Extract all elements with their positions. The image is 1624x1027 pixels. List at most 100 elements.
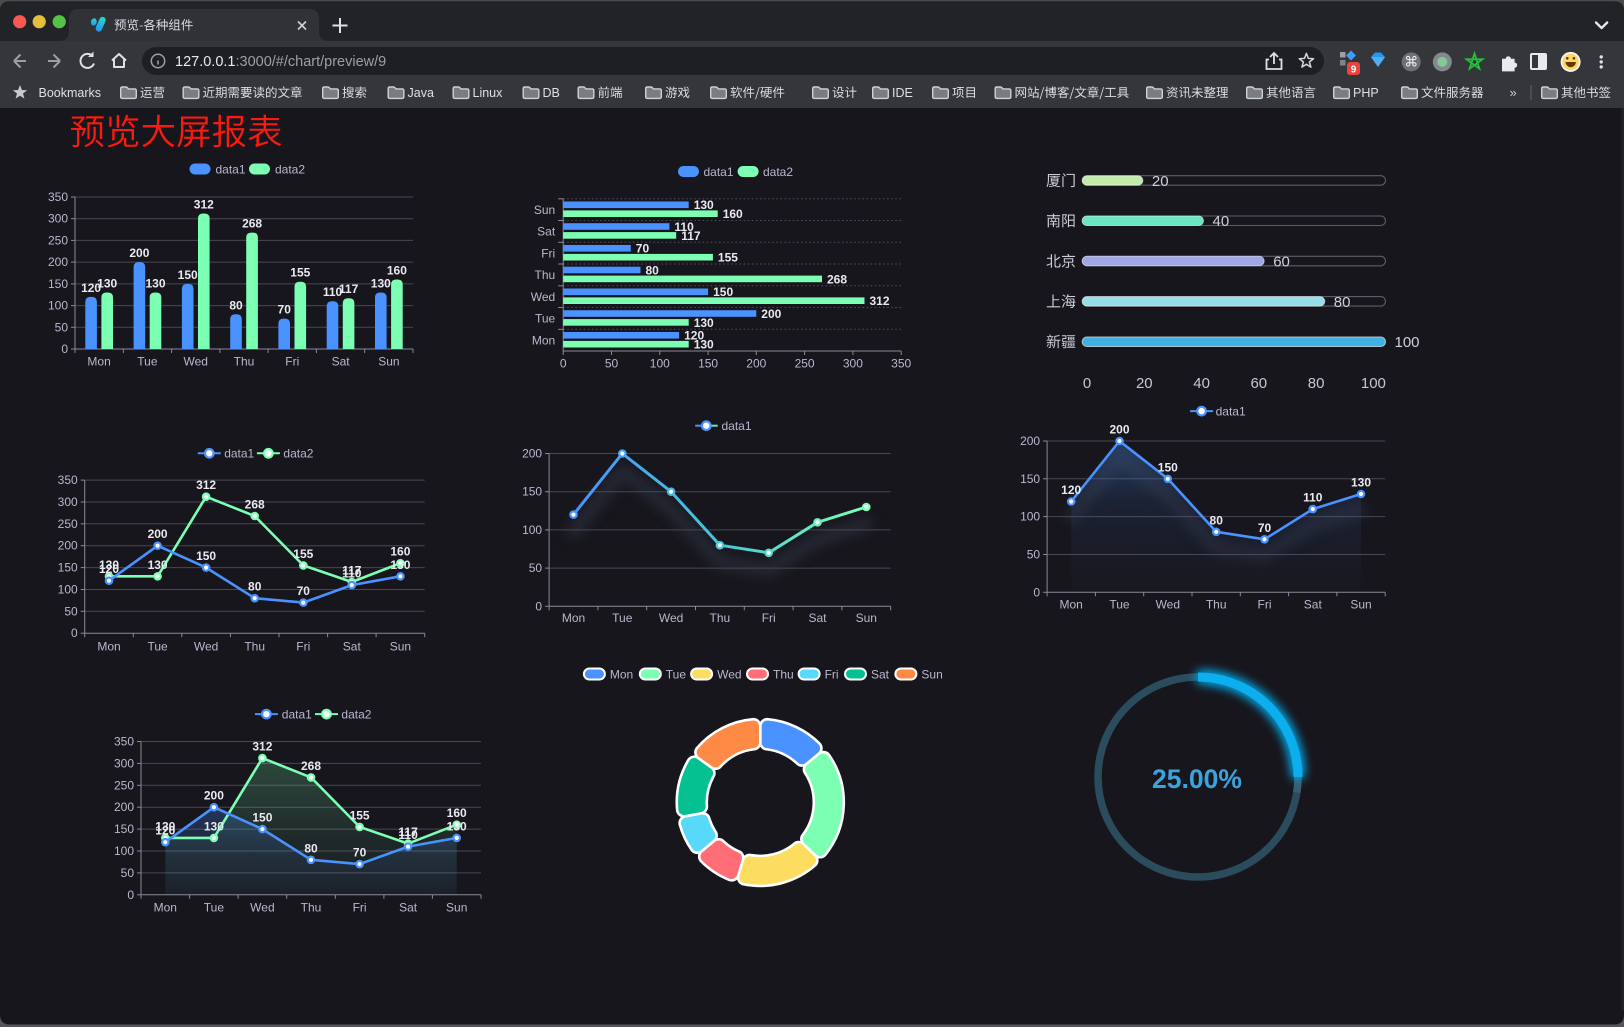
svg-text:9: 9 bbox=[1351, 65, 1357, 76]
svg-text:Mon: Mon bbox=[532, 334, 555, 348]
svg-text:Mon: Mon bbox=[87, 355, 110, 369]
svg-text:200: 200 bbox=[1020, 434, 1040, 448]
svg-text:Sun: Sun bbox=[534, 203, 555, 217]
svg-text:PHP: PHP bbox=[1353, 86, 1379, 100]
svg-text:60: 60 bbox=[1273, 254, 1290, 271]
svg-text:IDE: IDE bbox=[892, 86, 913, 100]
svg-text:Thu: Thu bbox=[1206, 598, 1227, 612]
svg-text:Wed: Wed bbox=[531, 290, 555, 304]
svg-text:0: 0 bbox=[560, 357, 567, 371]
svg-text:200: 200 bbox=[58, 539, 78, 553]
svg-text:data1: data1 bbox=[282, 707, 312, 721]
svg-text:150: 150 bbox=[713, 285, 733, 299]
svg-text:130: 130 bbox=[148, 558, 168, 572]
svg-text:70: 70 bbox=[353, 846, 367, 860]
svg-text:Thu: Thu bbox=[773, 668, 794, 682]
svg-text:117: 117 bbox=[342, 564, 362, 578]
svg-text:80: 80 bbox=[304, 841, 318, 855]
svg-text:Sun: Sun bbox=[856, 611, 877, 625]
svg-text:130: 130 bbox=[371, 277, 391, 291]
svg-text:80: 80 bbox=[1210, 513, 1224, 527]
svg-text:200: 200 bbox=[746, 357, 766, 371]
svg-text:350: 350 bbox=[114, 735, 134, 749]
svg-text:300: 300 bbox=[843, 357, 863, 371]
svg-text:268: 268 bbox=[301, 759, 321, 773]
svg-text:150: 150 bbox=[522, 485, 542, 499]
svg-text:312: 312 bbox=[194, 198, 214, 212]
svg-text:150: 150 bbox=[196, 549, 216, 563]
svg-text:117: 117 bbox=[339, 282, 359, 296]
svg-text:Mon: Mon bbox=[610, 668, 633, 682]
svg-text:130: 130 bbox=[97, 277, 117, 291]
svg-text:300: 300 bbox=[58, 495, 78, 509]
svg-text:20: 20 bbox=[1136, 375, 1153, 392]
svg-text:Tue: Tue bbox=[204, 900, 225, 914]
svg-text:70: 70 bbox=[636, 242, 650, 256]
svg-text:130: 130 bbox=[204, 819, 224, 833]
svg-text:Sun: Sun bbox=[921, 668, 942, 682]
svg-text:268: 268 bbox=[245, 498, 265, 512]
svg-text:100: 100 bbox=[114, 844, 134, 858]
svg-text:130: 130 bbox=[447, 819, 467, 833]
svg-text:data1: data1 bbox=[704, 165, 734, 179]
svg-text:120: 120 bbox=[99, 562, 119, 576]
svg-text:100: 100 bbox=[1395, 334, 1420, 351]
svg-text:117: 117 bbox=[681, 229, 701, 243]
svg-text:312: 312 bbox=[252, 740, 272, 754]
svg-text:120: 120 bbox=[81, 281, 101, 295]
svg-text:Mon: Mon bbox=[1060, 598, 1083, 612]
svg-text:100: 100 bbox=[1020, 510, 1040, 524]
svg-text:Fri: Fri bbox=[353, 900, 367, 914]
svg-text:Tue: Tue bbox=[1109, 598, 1130, 612]
svg-text:80: 80 bbox=[229, 298, 243, 312]
svg-text:Fri: Fri bbox=[762, 611, 776, 625]
svg-text:50: 50 bbox=[1027, 548, 1041, 562]
svg-text:130: 130 bbox=[694, 316, 714, 330]
svg-text:Bookmarks: Bookmarks bbox=[39, 86, 102, 100]
svg-text:100: 100 bbox=[48, 299, 68, 313]
svg-text:130: 130 bbox=[694, 198, 714, 212]
svg-text:70: 70 bbox=[1258, 521, 1272, 535]
svg-text:350: 350 bbox=[58, 473, 78, 487]
svg-text:350: 350 bbox=[48, 190, 68, 204]
svg-text:160: 160 bbox=[723, 207, 743, 221]
svg-text:300: 300 bbox=[114, 756, 134, 770]
svg-text:Wed: Wed bbox=[194, 639, 218, 653]
svg-text:312: 312 bbox=[196, 478, 216, 492]
svg-text:312: 312 bbox=[870, 294, 890, 308]
svg-text:50: 50 bbox=[121, 866, 135, 880]
svg-text:160: 160 bbox=[390, 545, 410, 559]
svg-text:70: 70 bbox=[278, 303, 292, 317]
svg-text:100: 100 bbox=[522, 523, 542, 537]
svg-text:25.00%: 25.00% bbox=[1152, 764, 1242, 794]
svg-text:0: 0 bbox=[1083, 375, 1091, 392]
svg-text:150: 150 bbox=[252, 811, 272, 825]
svg-text:110: 110 bbox=[323, 285, 343, 299]
svg-text:130: 130 bbox=[1351, 476, 1371, 490]
svg-text:Sun: Sun bbox=[390, 639, 411, 653]
svg-text:0: 0 bbox=[127, 888, 134, 902]
svg-text:50: 50 bbox=[55, 320, 69, 334]
svg-text:150: 150 bbox=[1158, 460, 1178, 474]
svg-text:130: 130 bbox=[390, 558, 410, 572]
svg-text:200: 200 bbox=[761, 307, 781, 321]
svg-text:200: 200 bbox=[48, 255, 68, 269]
svg-text:Sat: Sat bbox=[343, 639, 362, 653]
svg-text:Thu: Thu bbox=[710, 611, 731, 625]
svg-text:data1: data1 bbox=[722, 419, 752, 433]
svg-text:Tue: Tue bbox=[535, 312, 556, 326]
svg-text:Sat: Sat bbox=[537, 225, 556, 239]
svg-text:130: 130 bbox=[145, 277, 165, 291]
svg-text:120: 120 bbox=[1061, 483, 1081, 497]
svg-text:155: 155 bbox=[290, 266, 310, 280]
svg-text:250: 250 bbox=[48, 233, 68, 247]
svg-text:110: 110 bbox=[1303, 491, 1323, 505]
svg-text:120: 120 bbox=[155, 824, 175, 838]
svg-text:data2: data2 bbox=[275, 163, 305, 177]
svg-text:Fri: Fri bbox=[296, 639, 310, 653]
svg-text:0: 0 bbox=[61, 342, 68, 356]
svg-text:0: 0 bbox=[1033, 585, 1040, 599]
svg-text:Thu: Thu bbox=[234, 355, 255, 369]
svg-text:155: 155 bbox=[718, 251, 738, 265]
svg-text:150: 150 bbox=[48, 277, 68, 291]
